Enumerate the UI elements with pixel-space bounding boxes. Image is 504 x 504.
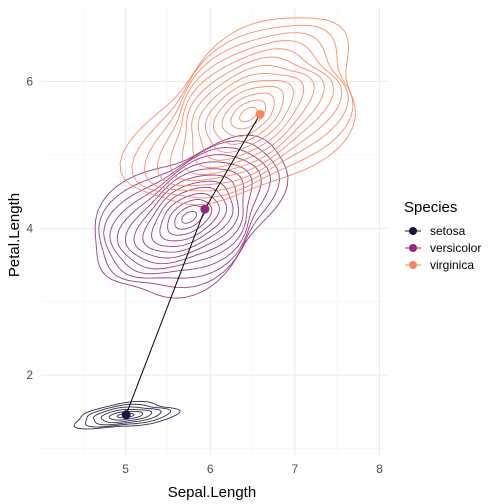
x-tick-label: 6 [207, 462, 214, 476]
x-tick-labels: 5 6 7 8 [122, 462, 383, 476]
x-axis-title: Sepal.Length [168, 484, 256, 501]
versicolor-contour-line [116, 161, 253, 270]
setosa-contour-line [108, 411, 144, 421]
virginica-contour-line [169, 48, 335, 182]
legend-label-versicolor: versicolor [430, 241, 481, 255]
versicolor-contour-line [109, 154, 262, 275]
x-tick-label: 5 [122, 462, 129, 476]
versicolor-contour-line [167, 199, 213, 236]
virginica-contour-line [221, 92, 275, 137]
y-tick-label: 6 [26, 74, 33, 88]
setosa-contour-line [100, 408, 153, 423]
versicolor-contour-line [142, 180, 234, 253]
versicolor-contour-line [124, 168, 244, 265]
virginica-contour-line [191, 65, 315, 169]
legend-key-versicolor [409, 244, 417, 252]
setosa-contour-line [84, 403, 172, 428]
versicolor-contour-line [151, 186, 227, 247]
density-contours [73, 17, 356, 430]
x-tick-label: 8 [376, 462, 383, 476]
virginica-contour-line [204, 79, 294, 153]
legend-title: Species [404, 199, 457, 216]
virginica-contour-line [119, 17, 356, 206]
grid-minor [41, 7, 388, 456]
setosa-contour-line [93, 406, 162, 426]
legend: Species setosa versicolor virginica [404, 199, 481, 272]
versicolor-contour-line [159, 192, 220, 242]
legend-label-virginica: virginica [430, 258, 474, 272]
setosa-contour-line [73, 400, 181, 430]
legend-key-setosa [409, 227, 417, 235]
versicolor-contour-line [181, 210, 198, 224]
versicolor-contours [94, 134, 289, 299]
virginica-mean-point [255, 109, 265, 119]
y-tick-labels: 2 4 6 [26, 74, 33, 382]
x-tick-label: 7 [292, 462, 299, 476]
virginica-contour-line [131, 24, 354, 199]
versicolor-contour-line [103, 146, 271, 279]
virginica-contour-line [181, 56, 325, 176]
virginica-contours [119, 17, 356, 206]
legend-label-setosa: setosa [430, 224, 466, 238]
y-tick-label: 2 [26, 368, 33, 382]
virginica-contour-line [197, 73, 305, 161]
virginica-contour-line [156, 40, 343, 187]
virginica-contour-line [212, 86, 284, 145]
virginica-contour-line [143, 32, 349, 192]
virginica-contour-line [239, 106, 258, 123]
versicolor-contour-line [133, 174, 240, 259]
mean-points [121, 109, 265, 420]
setosa-mean-point [121, 410, 131, 420]
versicolor-mean-point [200, 204, 210, 214]
y-tick-label: 4 [26, 221, 33, 235]
legend-key-virginica [409, 261, 417, 269]
versicolor-contour-line [94, 134, 289, 299]
y-axis-title: Petal.Length [6, 193, 23, 277]
